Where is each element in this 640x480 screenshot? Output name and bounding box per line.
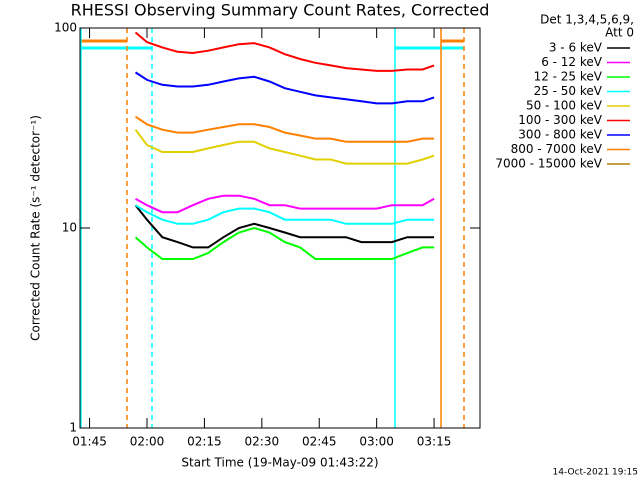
chart-title: RHESSI Observing Summary Count Rates, Co… — [71, 1, 490, 20]
x-axis-label: Start Time (19-May-09 01:43:22) — [181, 456, 378, 470]
legend-label: 50 - 100 keV — [526, 99, 603, 113]
x-tick-label: 01:45 — [72, 435, 107, 449]
series-line — [135, 194, 435, 214]
detectors: Det 1,3,4,5,6,9, — [540, 13, 634, 27]
x-tick-label: 02:15 — [187, 435, 222, 449]
attenuator: Att 0 — [605, 26, 634, 40]
y-axis-label: Corrected Count Rate (s⁻¹ detector⁻¹) — [29, 115, 43, 341]
y-tick-label: 10 — [62, 221, 77, 235]
series-line — [134, 204, 435, 225]
x-tick-label: 02:45 — [302, 435, 337, 449]
series-line — [134, 71, 435, 105]
legend-label: 7000 - 15000 keV — [495, 157, 602, 171]
x-tick-label: 03:15 — [417, 435, 452, 449]
legend-label: 12 - 25 keV — [534, 70, 603, 84]
legend-label: 3 - 6 keV — [549, 41, 603, 55]
y-tick-label: 1 — [69, 421, 77, 435]
legend-label: 6 - 12 keV — [541, 55, 603, 69]
legend-label: 25 - 50 keV — [534, 84, 603, 98]
legend-label: 800 - 7000 keV — [511, 142, 603, 156]
series-line — [134, 31, 435, 72]
series-line — [134, 226, 435, 260]
x-tick-label: 02:00 — [130, 435, 165, 449]
series-line — [134, 204, 435, 249]
legend-label: 300 - 800 keV — [518, 128, 602, 142]
series-line — [134, 129, 435, 165]
x-tick-label: 03:00 — [359, 435, 394, 449]
footer: 14-Oct-2021 19:15 — [553, 468, 638, 478]
x-tick-label: 02:30 — [245, 435, 280, 449]
flags — [80, 28, 465, 428]
legend-label: 100 - 300 keV — [518, 113, 602, 127]
y-tick-label: 100 — [54, 21, 77, 35]
series-line — [134, 115, 435, 143]
